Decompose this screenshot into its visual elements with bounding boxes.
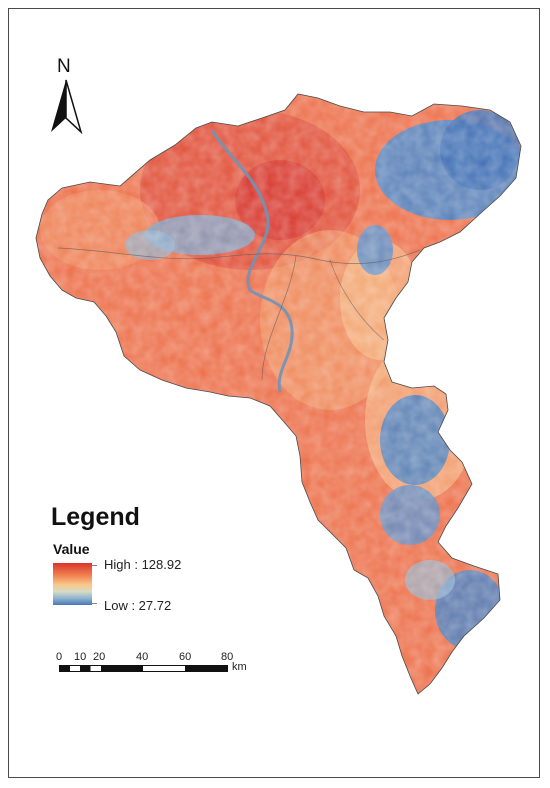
legend-field-label: Value xyxy=(53,541,90,557)
legend-low-label: Low : 27.72 xyxy=(104,598,172,613)
north-arrow-icon xyxy=(51,79,83,135)
scale-tick: 80 xyxy=(221,651,234,663)
legend-title: Legend xyxy=(51,503,140,531)
legend-high-label: High : 128.92 xyxy=(104,557,182,572)
scale-tick: 0 xyxy=(56,651,63,663)
legend-color-ramp xyxy=(53,563,92,605)
scale-unit: km xyxy=(232,661,247,673)
district-boundary xyxy=(261,255,297,381)
river-line xyxy=(210,129,294,393)
region-outline xyxy=(35,93,522,695)
district-boundary xyxy=(329,259,385,341)
scale-tick: 10 xyxy=(74,651,87,663)
scale-bar xyxy=(59,665,228,672)
legend-tick-low xyxy=(92,603,97,604)
scale-tick: 40 xyxy=(136,651,149,663)
legend-tick-high xyxy=(92,565,97,566)
scale-tick: 20 xyxy=(93,651,106,663)
district-boundary xyxy=(57,247,421,264)
north-label: N xyxy=(57,56,71,77)
scale-tick: 60 xyxy=(179,651,192,663)
